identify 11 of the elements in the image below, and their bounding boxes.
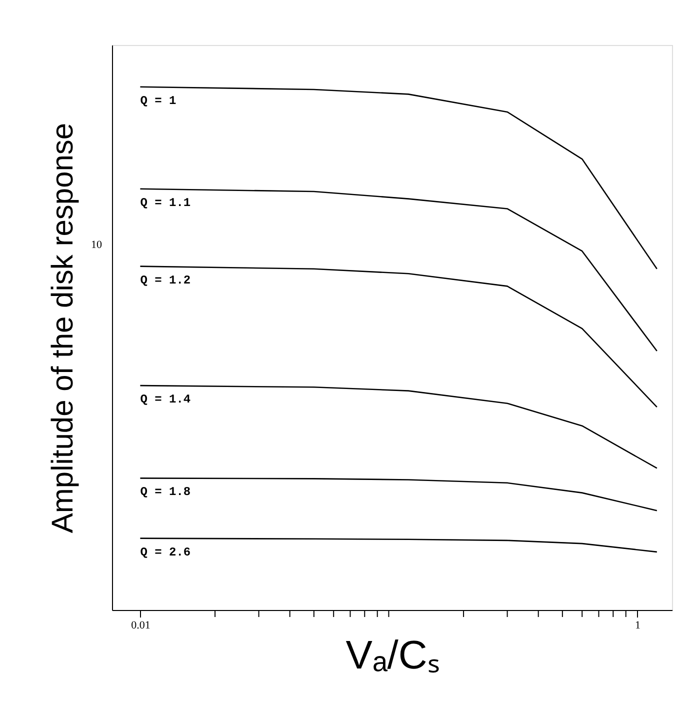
series-label: Q = 2.6 <box>140 545 191 560</box>
x-tick-label: 0.01 <box>131 620 150 632</box>
series-label: Q = 1.4 <box>140 392 191 407</box>
x-axis-title: Vₐ/Cₛ <box>346 634 440 678</box>
x-tick-label: 1 <box>634 620 640 632</box>
series-label: Q = 1 <box>140 94 176 108</box>
text: 10 <box>91 239 102 251</box>
series-label: Q = 1.8 <box>140 485 191 500</box>
series-label: Q = 1.1 <box>140 196 191 210</box>
series-label: Q = 1.2 <box>140 273 191 288</box>
y-axis-title: Amplitude of the disk response <box>46 122 80 534</box>
